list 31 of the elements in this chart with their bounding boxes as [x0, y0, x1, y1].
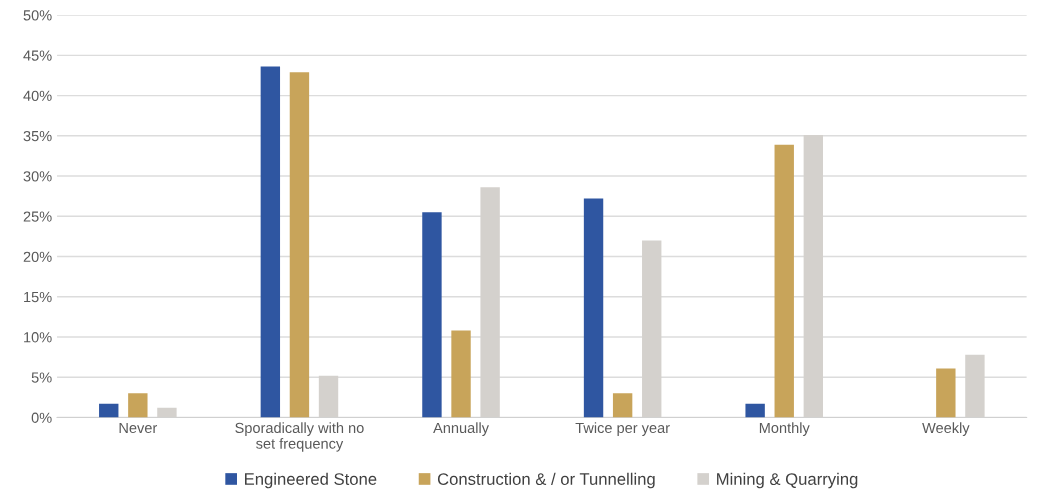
bar [745, 403, 765, 418]
bar [128, 393, 148, 418]
y-tick-label: 5% [31, 372, 52, 383]
y-tick-label: 15% [24, 291, 52, 303]
x-tick-label: Twice per year [575, 422, 670, 436]
x-tick-label: Sporadically with no set frequency [235, 422, 364, 452]
y-tick-label: 45% [23, 50, 52, 61]
x-tick-label: Annually [433, 422, 489, 436]
legend-label: Mining & Quarrying [717, 472, 858, 489]
legend-label: Engineered Stone [245, 472, 377, 489]
y-tick-label: 10% [24, 332, 52, 343]
y-tick-label: 20% [23, 251, 52, 262]
y-tick-label: 25% [23, 211, 52, 222]
bar [612, 393, 633, 418]
bar [260, 66, 281, 418]
bar [774, 144, 794, 418]
legend-label: Construction & / or Tunnelling [437, 472, 655, 489]
bar [99, 403, 119, 418]
bar [422, 212, 442, 418]
bar [936, 368, 956, 418]
y-tick-label: 40% [23, 90, 52, 101]
bar [451, 330, 471, 418]
y-tick-label: 0% [31, 412, 52, 423]
x-tick-label: Monthly [759, 422, 810, 436]
y-tick-label: 50% [23, 10, 52, 21]
bar [583, 198, 604, 418]
y-tick-label: 30% [23, 171, 52, 182]
x-tick-label: Never [119, 422, 158, 434]
y-tick-label: 35% [23, 130, 52, 142]
x-tick-label: Weekly [922, 422, 970, 436]
bar [289, 72, 310, 418]
